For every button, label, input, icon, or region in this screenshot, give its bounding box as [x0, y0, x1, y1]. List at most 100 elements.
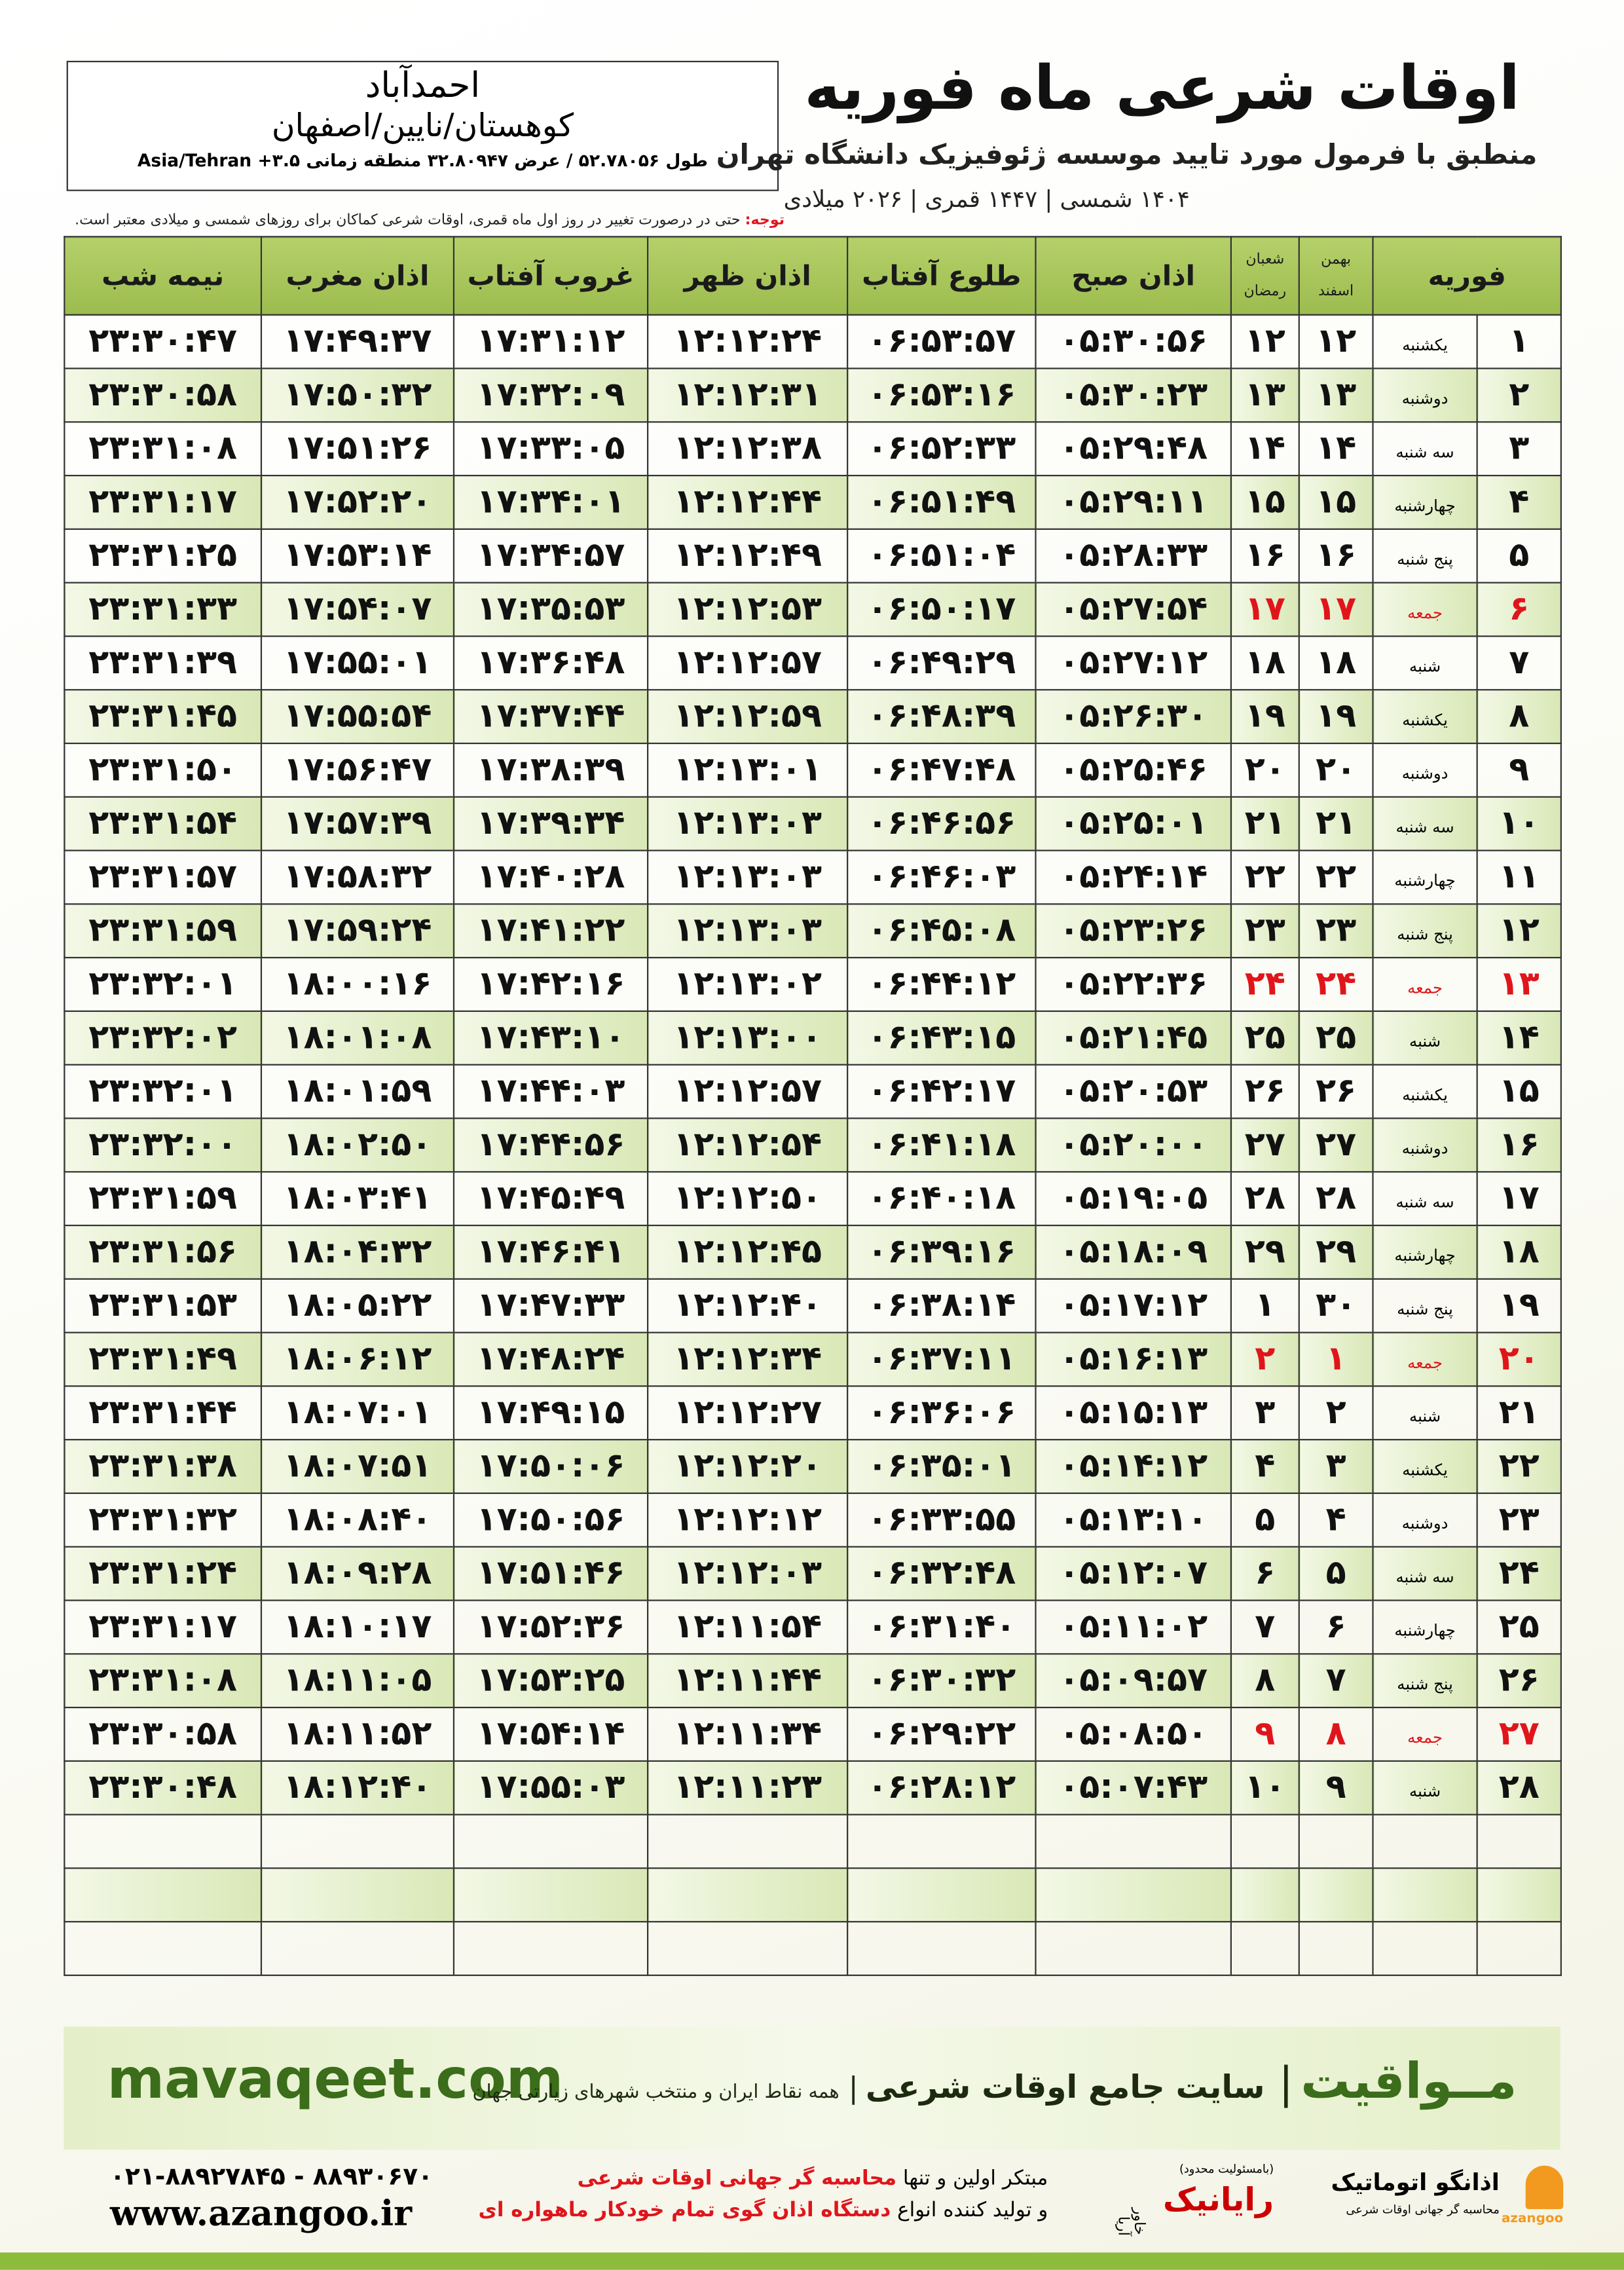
cell-text: ۴ [1255, 1447, 1276, 1485]
table-cell: ۱۰ [1476, 796, 1562, 851]
cell-text: ۲۹ [1244, 1233, 1285, 1271]
cell-text: ۱۷:۳۹:۳۴ [476, 804, 625, 843]
table-cell: ۰۵:۲۰:۵۳ [1035, 1064, 1232, 1119]
slogan: سایت جامع اوقات شرعی [865, 2070, 1265, 2107]
times-table: فوریه بهمن اسفند شعبان رمضان اذان صبح طلوع آفت… [64, 236, 1562, 1977]
table-cell: ۲۱ [1476, 1385, 1562, 1441]
cell-text: ۱۷:۳۲:۰۹ [476, 376, 625, 415]
table-cell: ۳ [1476, 421, 1562, 477]
cell-text: ۲۵ [1498, 1608, 1540, 1647]
table-cell: پنج شنبه [1372, 1653, 1478, 1709]
table-cell: ۲۵ [1230, 1010, 1300, 1066]
table-cell: ۱۸:۰۲:۵۰ [260, 1117, 455, 1173]
cell-text: ۲۳:۳۱:۲۵ [88, 537, 238, 575]
cell-text: ۱۸:۰۴:۳۲ [283, 1233, 432, 1271]
empty-cell [64, 1921, 263, 1977]
location-box: احمدآباد کوهستان/نایین/اصفهان طول ۵۲.۷۸۰… [66, 60, 779, 191]
cell-text: ۵ [1325, 1554, 1346, 1593]
table-cell: ۲۳:۳۱:۰۸ [64, 1653, 263, 1709]
cell-text: ۱۷:۴۴:۰۳ [476, 1072, 625, 1111]
weekday: شنبه [1409, 656, 1441, 676]
table-cell: ۱۱ [1476, 849, 1562, 905]
table-cell: ۰۶:۴۰:۱۸ [847, 1171, 1037, 1227]
table-cell: ۰۵:۱۱:۰۲ [1035, 1599, 1232, 1655]
cell-text: ۱۸:۰۵:۲۲ [283, 1286, 432, 1325]
table-cell: ۱۷:۵۹:۲۴ [260, 903, 455, 959]
table-cell: ۱۷:۵۰:۳۲ [260, 367, 455, 423]
cell-text: ۱۷:۵۴:۰۷ [283, 590, 432, 629]
cell-text: ۲ [1509, 376, 1530, 415]
empty-cell [260, 1814, 455, 1869]
weekday: جمعه [1407, 1728, 1443, 1747]
cell-text: ۰۶:۴۴:۱۲ [867, 965, 1016, 1003]
table-cell: ۱۷:۴۳:۱۰ [452, 1010, 649, 1066]
table-cell: ۱۷ [1230, 582, 1300, 637]
table-cell: ۱۷:۴۴:۰۳ [452, 1064, 649, 1119]
table-cell: شنبه [1372, 1385, 1478, 1441]
table-cell: ۰۵:۲۳:۲۶ [1035, 903, 1232, 959]
table-cell: ۰۵:۳۰:۲۳ [1035, 367, 1232, 423]
cell-text: ۳ [1325, 1447, 1346, 1485]
cell-text: ۰۶:۴۱:۱۸ [867, 1126, 1016, 1164]
table-cell: ۱۷:۵۴:۱۴ [452, 1706, 649, 1762]
table-cell: ۱۸:۰۱:۵۹ [260, 1064, 455, 1119]
cell-text: ۲۳:۳۱:۳۸ [88, 1447, 238, 1485]
promo-highlight: دستگاه اذان گوی تمام خودکار ماهواره ای [478, 2199, 891, 2222]
table-cell: دوشنبه [1372, 367, 1478, 423]
cell-text: ۱۷:۵۵:۰۱ [283, 644, 432, 682]
table-cell: ۱۰ [1230, 1760, 1300, 1815]
table-cell: ۷ [1230, 1599, 1300, 1655]
cell-text: ۰۵:۲۷:۱۲ [1059, 644, 1208, 682]
table-cell: ۰۶:۴۷:۴۸ [847, 742, 1037, 798]
weekday: سه شنبه [1395, 1567, 1454, 1586]
table-cell: ۶ [1230, 1546, 1300, 1601]
cell-text: ۲۳:۳۰:۴۷ [88, 322, 238, 361]
header-sub: شعبان [1246, 251, 1285, 267]
table-cell: ۲ [1230, 1331, 1300, 1387]
cell-text: ۱۷:۴۷:۳۳ [476, 1286, 625, 1325]
cell-text: ۰۶:۵۳:۱۶ [867, 376, 1016, 415]
rayanik-partner: خاور آریا [1114, 2208, 1147, 2235]
cell-text: ۱۵ [1244, 483, 1285, 521]
cell-text: ۱۷ [1498, 1180, 1540, 1218]
table-cell: ۲۱ [1230, 796, 1300, 851]
cell-text: ۰۶:۴۶:۵۶ [867, 804, 1016, 843]
table-cell: ۰۶:۳۳:۵۵ [847, 1492, 1037, 1548]
table-cell: جمعه [1372, 1331, 1478, 1387]
cell-text: ۱۸:۱۲:۴۰ [283, 1769, 432, 1807]
cell-text: ۱۷:۴۳:۱۰ [476, 1019, 625, 1057]
table-cell: ۶ [1476, 582, 1562, 637]
table-row: ۲۶ پنج شنبه ۷ ۸ ۰۵:۰۹:۵۷ ۰۶:۳۰:۳۲ ۱۲:۱۱:۴۴ ۱۷:۵… [64, 1653, 1562, 1709]
table-cell: ۱۷:۴۴:۵۶ [452, 1117, 649, 1173]
table-cell: ۱۸:۰۶:۱۲ [260, 1331, 455, 1387]
rayanik-logo: (بامسئولیت محدود) رایانیک خاور آریا [1115, 2163, 1274, 2235]
table-cell: ۱۲:۱۲:۴۰ [647, 1278, 849, 1333]
cell-text: ۳۰ [1316, 1286, 1357, 1325]
table-cell: ۱۷:۵۱:۴۶ [452, 1546, 649, 1601]
table-cell: ۱۲ [1230, 314, 1300, 369]
cell-text: ۱۲:۱۲:۴۰ [673, 1286, 822, 1325]
table-cell: ۰۶:۳۸:۱۴ [847, 1278, 1037, 1333]
table-cell: ۰۶:۵۳:۱۶ [847, 367, 1037, 423]
cell-text: ۰۵:۲۱:۴۵ [1059, 1019, 1208, 1057]
table-cell: ۲۳:۳۱:۱۷ [64, 474, 263, 530]
table-row: ۱۳ جمعه ۲۴ ۲۴ ۰۵:۲۲:۳۶ ۰۶:۴۴:۱۲ ۱۲:۱۳:۰۲ ۱۷:۴۲:… [64, 957, 1562, 1013]
table-cell: ۱۶ [1298, 528, 1374, 584]
empty-cell [847, 1921, 1037, 1977]
table-cell: ۲۳:۳۱:۲۴ [64, 1546, 263, 1601]
cell-text: ۲۳:۳۱:۳۹ [88, 644, 238, 682]
cell-text: ۱۷:۴۵:۴۹ [476, 1180, 625, 1218]
cell-text: ۱۶ [1244, 537, 1285, 575]
table-row: ۱۹ پنج شنبه ۳۰ ۱ ۰۵:۱۷:۱۲ ۰۶:۳۸:۱۴ ۱۲:۱۲:۴۰ ۱۷:… [64, 1278, 1562, 1333]
azangoo-name: اذانگو اتوماتیک [1331, 2168, 1500, 2197]
cell-text: ۱۲:۱۲:۲۰ [673, 1447, 822, 1485]
table-cell: ۰۶:۴۵:۰۸ [847, 903, 1037, 959]
table-cell: ۶ [1298, 1599, 1374, 1655]
table-cell: ۲۶ [1298, 1064, 1374, 1119]
table-cell: ۱۷:۵۳:۱۴ [260, 528, 455, 584]
empty-cell [647, 1921, 849, 1977]
table-cell: ۰۶:۴۱:۱۸ [847, 1117, 1037, 1173]
table-row: ۱۱ چهارشنبه ۲۲ ۲۲ ۰۵:۲۴:۱۴ ۰۶:۴۶:۰۳ ۱۲:۱۳:۰۳ ۱۷… [64, 849, 1562, 905]
table-cell: ۱۳ [1476, 957, 1562, 1013]
